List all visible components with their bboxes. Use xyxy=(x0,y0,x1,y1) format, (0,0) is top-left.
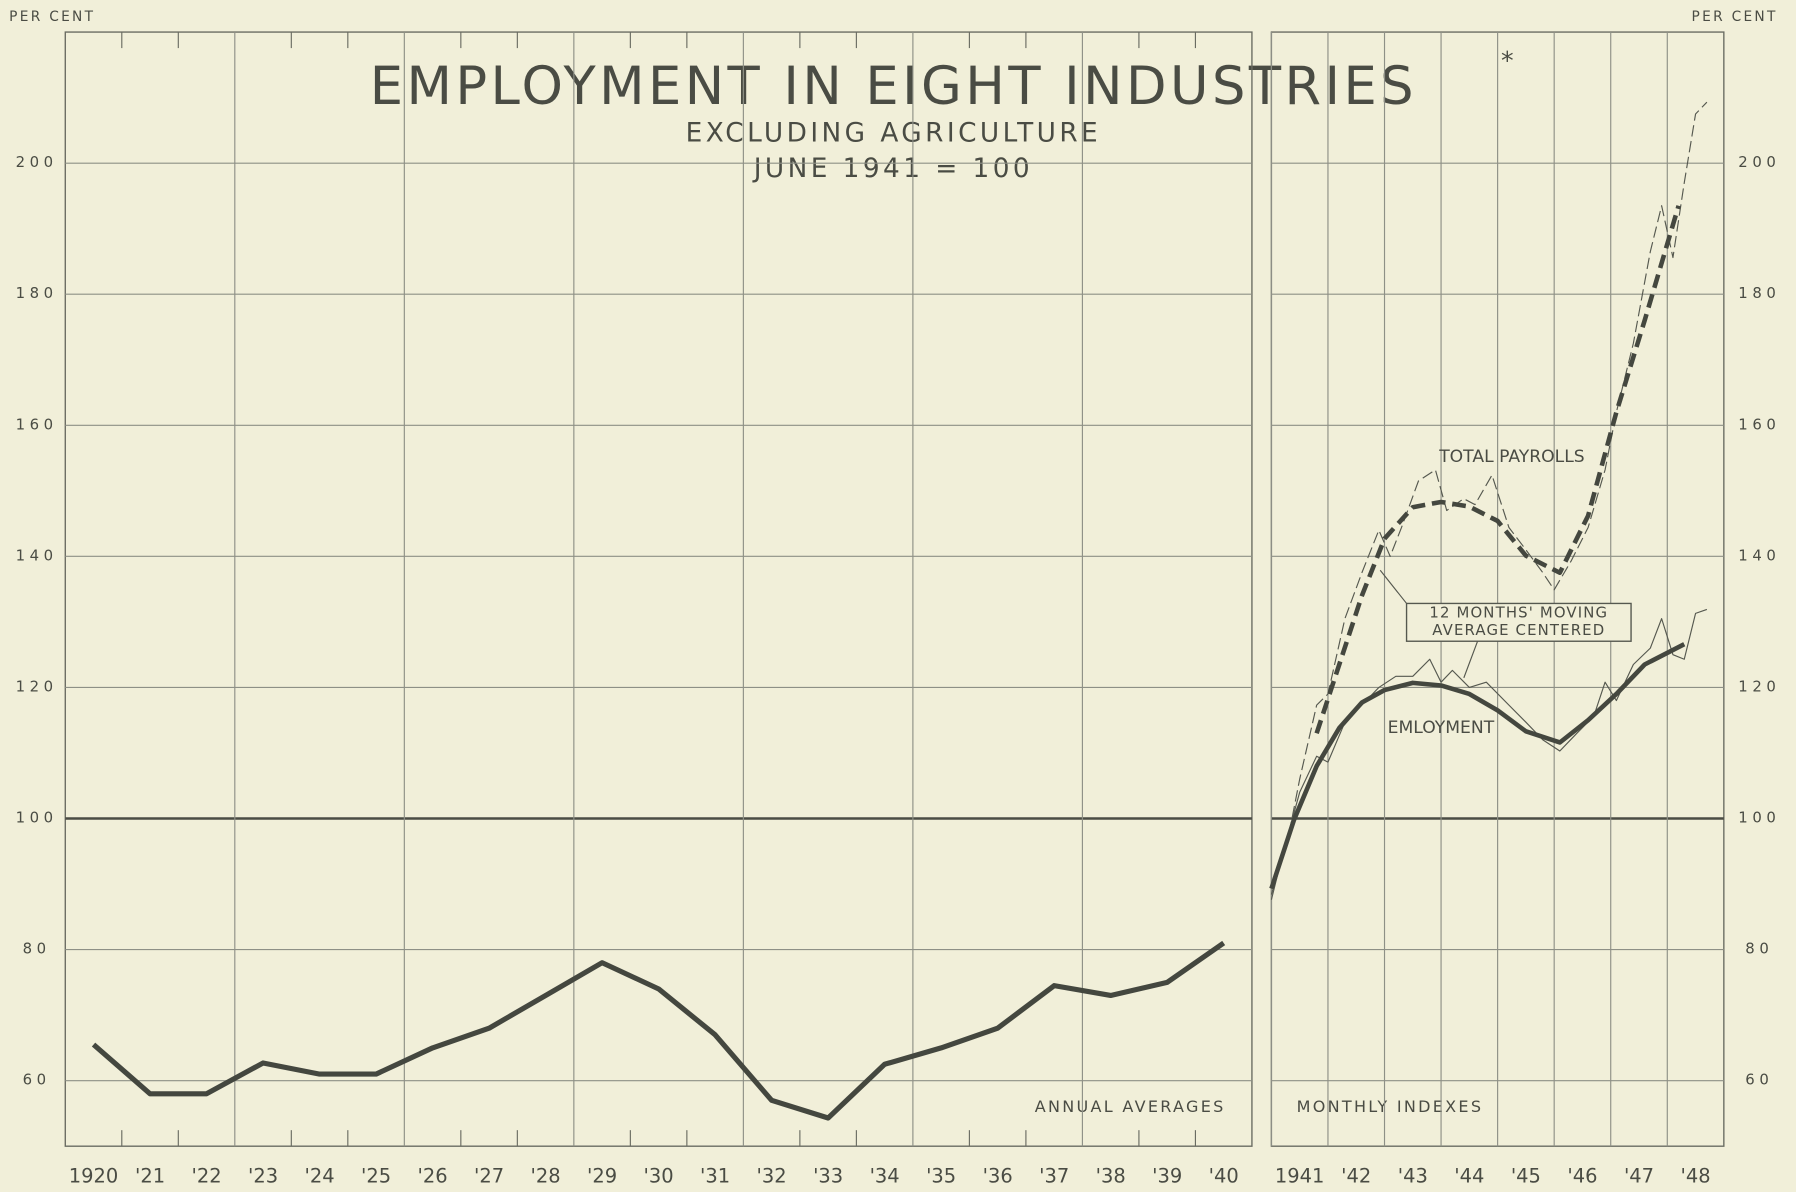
series-label: TOTAL PAYROLLS xyxy=(1438,447,1584,467)
x-tick-label: 1941 xyxy=(1275,1165,1325,1188)
annotation: 12 MONTHS' MOVING xyxy=(1429,604,1608,622)
data-line xyxy=(1270,608,1708,900)
x-tick-label: '34 xyxy=(870,1165,900,1188)
data-line xyxy=(1270,101,1708,895)
y-tick-label: 200 xyxy=(1738,153,1780,171)
series-label: EMLOYMENT xyxy=(1388,718,1495,738)
panel-note: MONTHLY INDEXES xyxy=(1297,1097,1484,1116)
y-tick-label: 100 xyxy=(1738,809,1780,827)
y-axis-label: PER CENT xyxy=(1692,9,1778,25)
y-tick-label: 120 xyxy=(16,677,58,695)
leader-line xyxy=(1379,569,1479,679)
x-tick-label: '37 xyxy=(1039,1165,1069,1188)
subtitle: EXCLUDING AGRICULTURE xyxy=(686,118,1101,148)
x-tick-label: '36 xyxy=(983,1165,1013,1188)
annotation: AVERAGE CENTERED xyxy=(1432,621,1605,639)
y-tick-label: 180 xyxy=(1738,284,1780,302)
x-tick-label: '47 xyxy=(1624,1165,1654,1188)
x-tick-label: '33 xyxy=(813,1165,843,1188)
x-tick-label: '31 xyxy=(700,1165,730,1188)
x-tick-label: '32 xyxy=(757,1165,787,1188)
x-tick-label: '23 xyxy=(248,1165,278,1188)
x-tick-label: '44 xyxy=(1454,1165,1484,1188)
x-tick-label: '29 xyxy=(587,1165,617,1188)
x-tick-label: '28 xyxy=(531,1165,561,1188)
x-tick-label: '35 xyxy=(926,1165,956,1188)
base-note: JUNE 1941 = 100 xyxy=(752,154,1033,184)
x-tick-label: '25 xyxy=(361,1165,391,1188)
x-tick-label: 1920 xyxy=(69,1165,119,1188)
x-tick-label: '46 xyxy=(1567,1165,1597,1188)
y-tick-label: 160 xyxy=(1738,415,1780,433)
data-line xyxy=(1269,642,1686,890)
y-tick-label: 60 xyxy=(1745,1071,1773,1089)
y-tick-label: 200 xyxy=(16,153,58,171)
x-tick-label: '40 xyxy=(1209,1165,1239,1188)
chart-title: EMPLOYMENT IN EIGHT INDUSTRIES xyxy=(370,56,1417,117)
y-tick-label: 100 xyxy=(16,809,58,827)
x-tick-label: '27 xyxy=(474,1165,504,1188)
y-axis-label: PER CENT xyxy=(9,9,95,25)
y-tick-label: 160 xyxy=(16,415,58,433)
data-line xyxy=(91,940,1226,1121)
x-tick-label: '39 xyxy=(1152,1165,1182,1188)
x-tick-label: '48 xyxy=(1681,1165,1711,1188)
annotation-box xyxy=(1405,602,1632,642)
x-tick-label: '38 xyxy=(1096,1165,1126,1188)
data-line xyxy=(1314,205,1681,735)
x-tick-label: '42 xyxy=(1341,1165,1371,1188)
y-tick-label: 140 xyxy=(1738,546,1780,564)
x-tick-label: '26 xyxy=(418,1165,448,1188)
panel-note: ANNUAL AVERAGES xyxy=(1035,1097,1226,1116)
y-tick-label: 140 xyxy=(16,546,58,564)
x-tick-label: '21 xyxy=(135,1165,165,1188)
x-tick-label: '43 xyxy=(1398,1165,1428,1188)
y-tick-label: 80 xyxy=(1745,940,1773,958)
x-tick-label: '30 xyxy=(644,1165,674,1188)
x-tick-label: '24 xyxy=(305,1165,335,1188)
x-tick-label: '22 xyxy=(191,1165,221,1188)
y-tick-label: 80 xyxy=(23,940,51,958)
plot-frame xyxy=(64,31,1253,1147)
title-mark: * xyxy=(1501,46,1514,75)
y-tick-label: 60 xyxy=(23,1071,51,1089)
y-tick-label: 120 xyxy=(1738,677,1780,695)
x-tick-label: '45 xyxy=(1511,1165,1541,1188)
y-tick-label: 180 xyxy=(16,284,58,302)
